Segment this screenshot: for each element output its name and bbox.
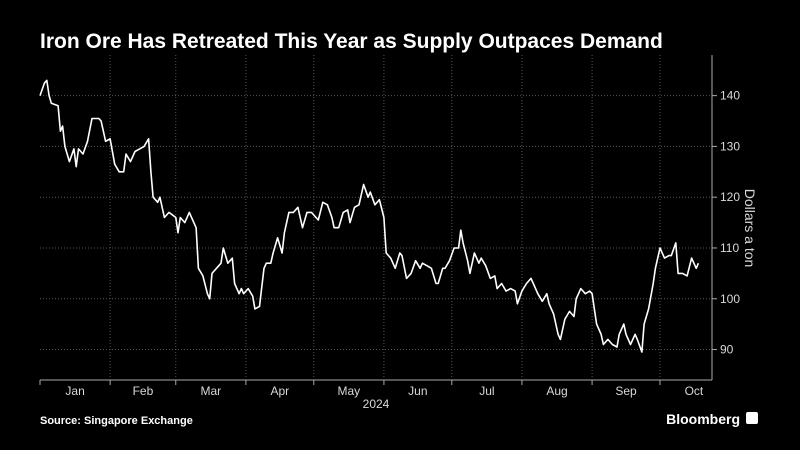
y-tick-label: 100 [720,292,740,306]
source: Source: Singapore Exchange [40,415,193,427]
y-axis-label: Dollars a ton [742,189,758,268]
x-tick-label: Sep [615,384,637,398]
brand-icon [746,412,758,424]
x-tick-label: May [338,384,361,398]
x-tick-label: Aug [546,384,567,398]
brand: Bloomberg [666,411,740,427]
x-tick-label: Mar [200,384,221,398]
y-tick-label: 90 [720,343,734,357]
x-axis-label: 2024 [363,397,390,411]
y-tick-label: 110 [720,241,739,255]
x-tick-label: Feb [133,384,154,398]
x-tick-label: Apr [270,384,289,398]
price-line [39,79,700,353]
x-tick-label: Jul [479,384,494,398]
y-tick-label: 130 [720,139,740,153]
x-tick-label: Jun [408,384,427,398]
x-tick-label: Jan [65,384,84,398]
y-tick-label: 120 [720,190,740,204]
x-tick-label: Oct [685,384,704,398]
y-tick-label: 140 [720,89,740,103]
chart-title: Iron Ore Has Retreated This Year as Supp… [40,30,663,53]
